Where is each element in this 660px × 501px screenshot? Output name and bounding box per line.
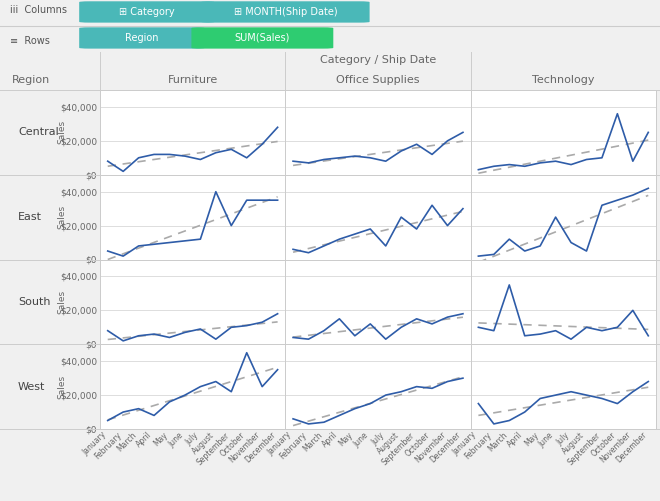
Text: ≡  Rows: ≡ Rows (10, 36, 50, 46)
Text: May: May (523, 430, 540, 448)
Text: June: June (537, 430, 556, 448)
Text: Region: Region (125, 33, 158, 43)
Text: October: October (219, 430, 247, 458)
Text: East: East (18, 212, 42, 222)
Text: November: November (599, 430, 633, 465)
Text: June: June (352, 430, 370, 448)
Text: West: West (18, 382, 46, 392)
FancyBboxPatch shape (201, 2, 370, 23)
Text: January: January (266, 430, 293, 457)
Text: February: February (92, 430, 123, 461)
Text: June: June (167, 430, 185, 448)
Text: May: May (337, 430, 355, 448)
Text: August: August (190, 430, 216, 456)
Text: Sales: Sales (57, 205, 67, 229)
Text: South: South (18, 297, 51, 307)
Text: February: February (463, 430, 494, 461)
Text: April: April (135, 430, 154, 449)
Text: July: July (555, 430, 571, 446)
Text: September: September (566, 430, 602, 466)
Text: Office Supplies: Office Supplies (336, 76, 420, 86)
Text: February: February (278, 430, 308, 461)
Text: March: March (301, 430, 324, 453)
Text: ⊞ MONTH(Ship Date): ⊞ MONTH(Ship Date) (234, 7, 337, 17)
Text: August: August (561, 430, 587, 456)
Text: October: October (404, 430, 432, 458)
FancyBboxPatch shape (79, 2, 214, 23)
Text: January: January (451, 430, 478, 457)
Text: March: March (115, 430, 139, 453)
FancyBboxPatch shape (79, 27, 205, 49)
Text: Furniture: Furniture (168, 76, 218, 86)
Text: April: April (506, 430, 525, 449)
Text: October: October (589, 430, 617, 458)
Text: Category / Ship Date: Category / Ship Date (320, 55, 436, 65)
Text: Sales: Sales (57, 375, 67, 399)
Text: Central: Central (18, 127, 59, 137)
Text: August: August (376, 430, 401, 456)
Text: September: September (195, 430, 231, 466)
Text: November: November (413, 430, 447, 465)
Text: Technology: Technology (532, 76, 595, 86)
Text: July: July (370, 430, 385, 446)
Text: September: September (380, 430, 416, 466)
Text: iii  Columns: iii Columns (10, 6, 67, 16)
Text: December: December (244, 430, 278, 464)
Text: Region: Region (12, 76, 50, 86)
Text: ⊞ Category: ⊞ Category (119, 7, 175, 17)
Text: November: November (228, 430, 262, 465)
Text: July: July (184, 430, 201, 446)
Text: Sales: Sales (57, 290, 67, 314)
Text: March: March (486, 430, 510, 453)
Text: May: May (152, 430, 170, 448)
Text: Sales: Sales (57, 120, 67, 144)
FancyBboxPatch shape (191, 27, 333, 49)
Text: January: January (81, 430, 108, 457)
Text: December: December (614, 430, 648, 464)
Text: December: December (429, 430, 463, 464)
Text: April: April (320, 430, 339, 449)
Text: SUM(Sales): SUM(Sales) (235, 33, 290, 43)
